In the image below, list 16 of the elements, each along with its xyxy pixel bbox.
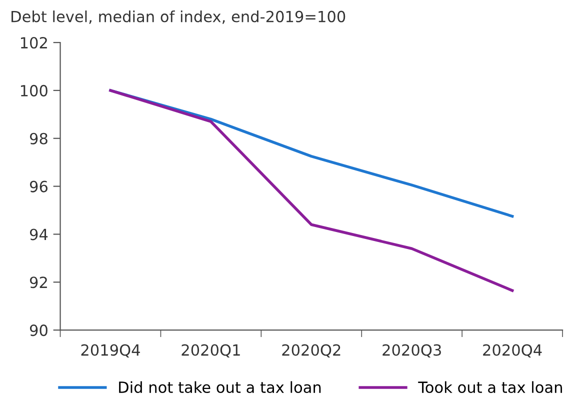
legend-label: Took out a tax loan <box>418 381 562 394</box>
x-tick-label: 2020Q2 <box>282 344 340 358</box>
y-tick-label: 94 <box>30 228 48 240</box>
y-tick-label: 96 <box>30 180 48 192</box>
x-tick-label: 2020Q3 <box>382 344 441 358</box>
y-tick-label: 102 <box>20 36 47 49</box>
y-tick-label: 98 <box>30 132 48 144</box>
y-tick-label: 92 <box>30 276 47 288</box>
line-series <box>109 89 514 292</box>
x-tick-label: 2020Q4 <box>483 344 542 358</box>
x-tick-label: 2020Q1 <box>182 344 240 358</box>
legend-label: Did not take out a tax loan <box>119 381 321 394</box>
y-axis-title: Debt level, median of index, end-2019=100 <box>12 10 346 24</box>
y-tick-label: 90 <box>30 324 48 336</box>
y-tick-label: 100 <box>20 84 48 96</box>
x-tick-label: 2019Q4 <box>81 344 140 358</box>
